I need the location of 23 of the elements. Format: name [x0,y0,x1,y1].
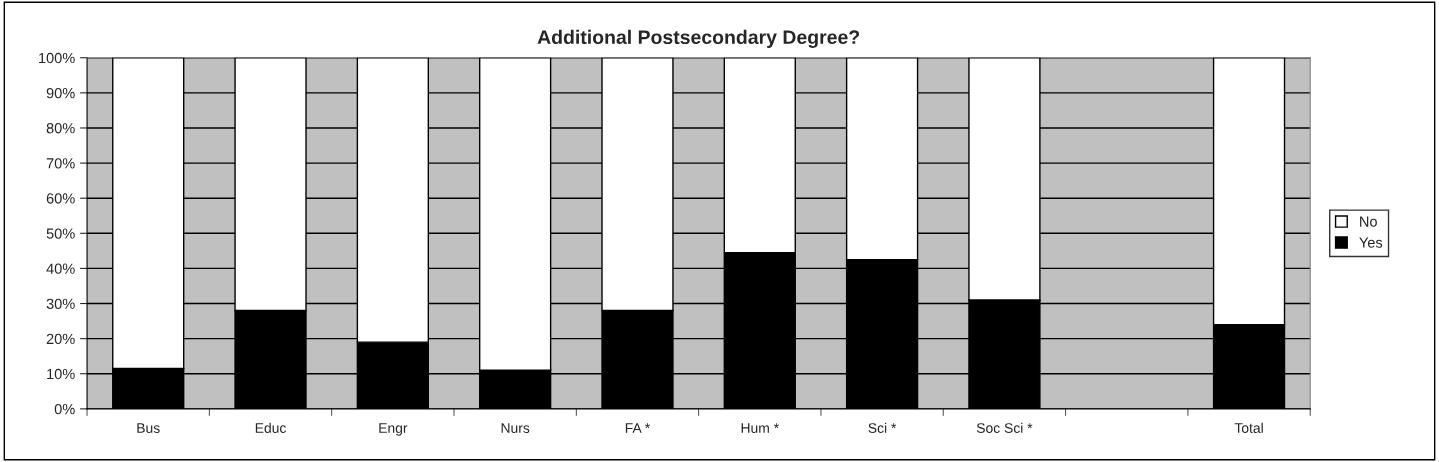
x-tick-label: FA * [625,423,650,433]
legend-label: Yes [1359,237,1383,248]
y-tick-label: 70% [46,158,75,169]
legend-label: No [1360,216,1377,227]
x-tick-label: Educ [255,422,286,433]
y-tick-label: 100% [39,52,75,64]
x-tick-label: Engr [379,423,408,436]
y-tick-label: 30% [46,298,75,309]
y-tick-label: 60% [46,193,75,204]
y-tick-label: 90% [46,87,75,99]
y-tick-label: 20% [46,333,75,345]
x-tick-label: Total [1234,422,1263,433]
x-tick-label: Soc Sci * [976,422,1033,433]
y-tick-label: 40% [46,263,75,274]
y-tick-label: 80% [46,123,75,134]
chart-title: Additional Postsecondary Degree? [537,29,860,48]
y-tick-label: 50% [46,228,75,239]
y-tick-label: 10% [47,368,75,380]
x-tick-label: Hum * [741,423,779,433]
x-tick-label: Nurs [501,423,530,433]
x-tick-label: Sci * [868,422,897,433]
y-tick-label: 0% [54,403,75,415]
x-tick-label: Bus [137,423,160,433]
